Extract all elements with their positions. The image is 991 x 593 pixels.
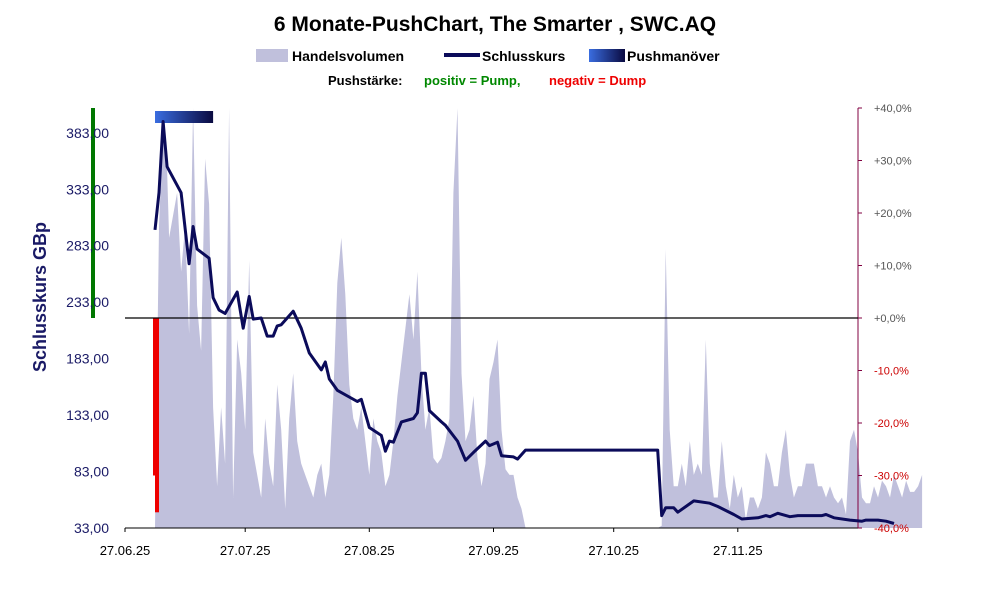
push-strength-negative: negativ = Dump <box>549 73 646 88</box>
y-left-tick-label: 83,00 <box>74 464 109 480</box>
y-right-tick-label: -20,0% <box>874 418 909 430</box>
legend-push-swatch <box>589 49 625 62</box>
close-price-line <box>153 120 895 525</box>
x-tick-label: 27.08.25 <box>344 543 395 558</box>
x-tick-label: 27.11.25 <box>713 543 763 558</box>
x-tick-label: 27.07.25 <box>220 543 271 558</box>
push-bars-layer <box>91 108 214 513</box>
legend-volume-swatch <box>256 49 288 62</box>
y-right-tick-label: +10,0% <box>874 261 912 273</box>
push-strength-bar-0 <box>91 108 95 318</box>
y-right-tick-label: -40,0% <box>874 523 909 535</box>
push-strength-positive: positiv = Pump, <box>424 73 520 88</box>
left-y-ticks: 33,00 83,00 133,00 183,00 233,00 283,00 333,00… <box>66 125 109 536</box>
push-strength-bar-2 <box>155 318 159 513</box>
x-tick-label: 27.09.25 <box>468 543 519 558</box>
y-left-tick-label: 133,00 <box>66 407 109 423</box>
y-right-tick-label: -30,0% <box>874 471 909 483</box>
chart-title: 6 Monate-PushChart, The Smarter , SWC.AQ <box>274 13 716 36</box>
y-left-tick-label: 283,00 <box>66 238 109 254</box>
y-left-tick-label: 33,00 <box>74 520 109 536</box>
legend: Handelsvolumen Schlusskurs Pushmanöver <box>256 48 720 64</box>
y-right-tick-label: +30,0% <box>874 156 912 168</box>
y-right-tick-label: +0,0% <box>874 313 906 325</box>
legend-push-label: Pushmanöver <box>627 48 720 64</box>
push-maneuver-marker <box>155 111 214 123</box>
y-left-tick-label: 233,00 <box>66 294 109 310</box>
y-left-tick-label: 183,00 <box>66 351 109 367</box>
legend-close-label: Schlusskurs <box>482 48 565 64</box>
push-strength-legend: Pushstärke: positiv = Pump, negativ = Du… <box>328 73 646 88</box>
x-ticks: 27.06.25 27.07.25 27.08.25 27.09.25 27.10.25… <box>100 528 763 558</box>
volume-area <box>155 108 923 528</box>
x-tick-label: 27.06.25 <box>100 543 151 558</box>
y-axis-label: Schlusskurs GBp <box>30 222 50 372</box>
push-strength-prefix: Pushstärke: <box>328 73 402 88</box>
x-tick-label: 27.10.25 <box>588 543 639 558</box>
y-right-tick-label: -10,0% <box>874 366 909 378</box>
legend-volume-label: Handelsvolumen <box>292 48 404 64</box>
y-left-tick-label: 383,00 <box>66 125 109 141</box>
y-left-tick-label: 333,00 <box>66 181 109 197</box>
y-right-tick-label: +40,0% <box>874 103 912 115</box>
y-right-tick-label: +20,0% <box>874 208 912 220</box>
right-y-ticks: +40,0% +30,0% +20,0% +10,0% +0,0% -10,0% -20,0… <box>858 103 912 535</box>
close-line-layer <box>153 120 895 525</box>
volume-area-layer <box>155 108 923 528</box>
